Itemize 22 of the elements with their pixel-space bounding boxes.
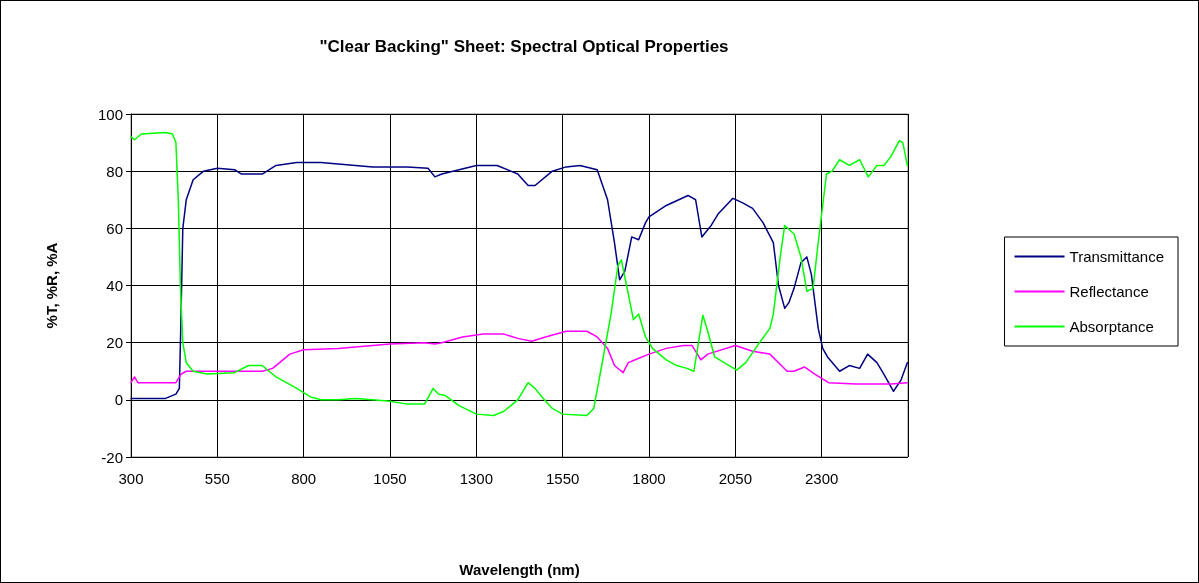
y-tick-label: -20 <box>101 448 123 466</box>
y-tick-label: 80 <box>106 162 123 180</box>
x-axis-title: Wavelength (nm) <box>459 561 580 578</box>
legend-label: Transmittance <box>1069 248 1165 265</box>
y-tick-label: 40 <box>106 277 123 294</box>
chart-title: "Clear Backing" Sheet: Spectral Optical Properties <box>319 37 729 56</box>
y-tick-label: 20 <box>106 334 123 352</box>
y-tick-label: 0 <box>114 391 123 409</box>
y-tick-label: 100 <box>97 105 123 123</box>
x-tick-label: 1300 <box>459 470 494 487</box>
x-tick-label: 2050 <box>718 470 753 487</box>
legend-label: Reflectance <box>1069 283 1149 300</box>
x-tick-label: 1800 <box>632 470 666 487</box>
legend-label: Absorptance <box>1069 318 1154 335</box>
y-tick-label: 60 <box>106 219 123 237</box>
x-tick-label: 550 <box>204 470 230 487</box>
x-tick-label: 1050 <box>373 470 407 487</box>
x-tick-label: 300 <box>118 470 144 487</box>
y-axis-title: %T, %R, %A <box>43 242 60 329</box>
x-tick-label: 2300 <box>804 470 839 487</box>
x-tick-label: 1550 <box>545 470 580 487</box>
x-tick-label: 800 <box>291 470 317 487</box>
